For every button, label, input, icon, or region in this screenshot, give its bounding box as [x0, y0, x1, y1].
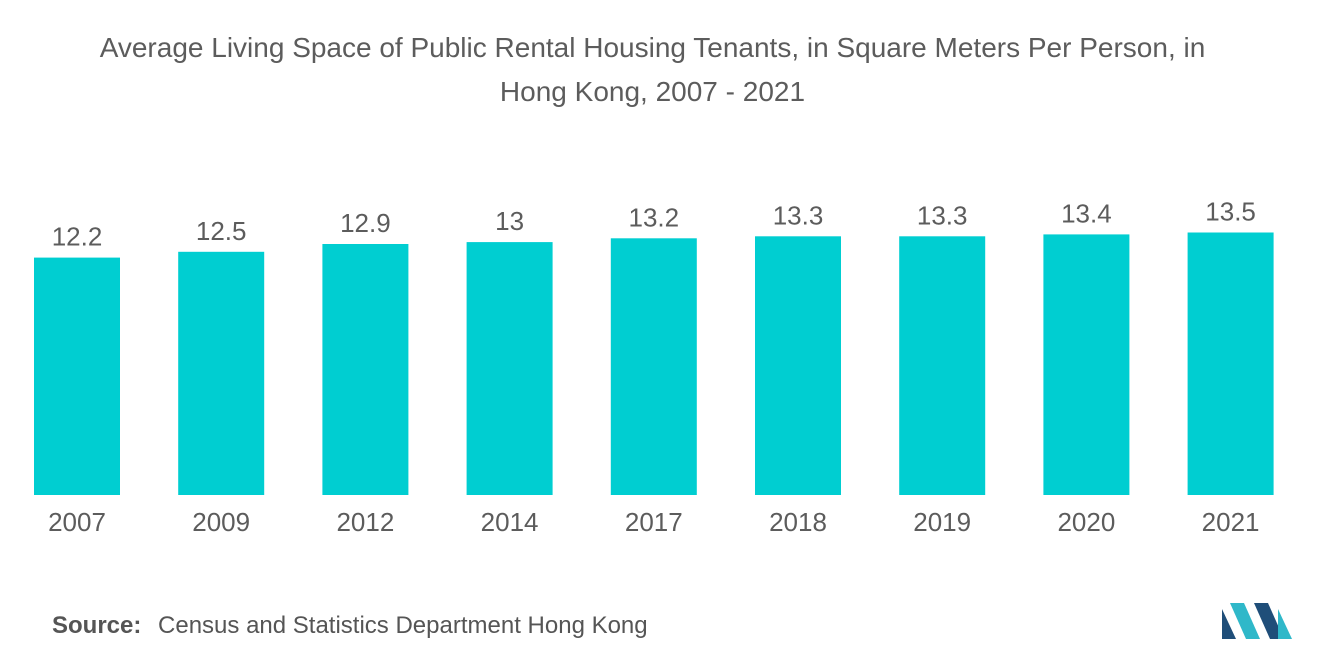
data-label-2019: 13.3: [917, 200, 968, 230]
chart-title-line-2: Hong Kong, 2007 - 2021: [499, 76, 806, 107]
x-tick-label-2019: 2019: [913, 507, 971, 537]
source-label: Source:: [52, 612, 142, 639]
bar-2018: [755, 236, 841, 496]
data-label-2018: 13.3: [773, 200, 824, 230]
x-tick-label-2020: 2020: [1057, 507, 1115, 537]
data-label-2017: 13.2: [628, 202, 679, 232]
x-tick-label-2017: 2017: [625, 507, 683, 537]
bar-2019: [899, 236, 986, 496]
x-tick-label-2021: 2021: [1202, 507, 1260, 537]
x-tick-label-2018: 2018: [769, 507, 827, 537]
bar-2021: [1187, 232, 1274, 495]
x-tick-label-2014: 2014: [481, 507, 539, 537]
data-label-2020: 13.4: [1061, 198, 1112, 228]
bar-2009: [178, 251, 265, 495]
data-label-2012: 12.9: [340, 208, 391, 238]
data-label-2007: 12.2: [52, 222, 103, 252]
source-note: Source: Census and Statistics Department…: [52, 612, 648, 640]
bar-2017: [610, 238, 697, 496]
chart-title-line-1: Average Living Space of Public Rental Ho…: [99, 32, 1206, 63]
data-label-2021: 13.5: [1205, 197, 1256, 227]
bar-2020: [1043, 234, 1130, 495]
x-tick-label-2007: 2007: [48, 507, 106, 537]
chart-title: Average Living Space of Public Rental Ho…: [0, 26, 1305, 114]
bar-2007: [34, 257, 120, 495]
data-label-2014: 13: [495, 206, 524, 236]
bar-2012: [322, 244, 409, 495]
x-tick-label-2012: 2012: [336, 507, 394, 537]
x-tick-label-2009: 2009: [192, 507, 250, 537]
data-label-2009: 12.5: [196, 216, 247, 246]
mordor-logo-icon: [1222, 603, 1292, 639]
bar-2014: [466, 242, 553, 495]
source-text: Census and Statistics Department Hong Ko…: [158, 612, 648, 639]
